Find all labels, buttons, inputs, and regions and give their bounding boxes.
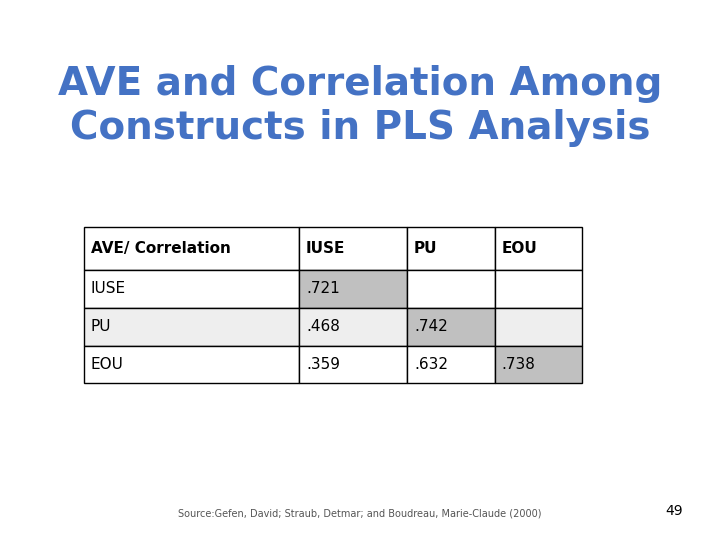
Text: .742: .742 xyxy=(414,319,448,334)
Text: .721: .721 xyxy=(306,281,340,296)
Text: .632: .632 xyxy=(414,357,448,372)
Text: EOU: EOU xyxy=(91,357,123,372)
Bar xyxy=(495,270,582,308)
Bar xyxy=(495,227,582,270)
Bar xyxy=(300,346,407,383)
Text: IUSE: IUSE xyxy=(91,281,126,296)
Bar xyxy=(300,270,407,308)
Text: Source:Gefen, David; Straub, Detmar; and Boudreau, Marie-Claude (2000): Source:Gefen, David; Straub, Detmar; and… xyxy=(179,508,541,518)
Bar xyxy=(495,308,582,346)
Text: AVE and Correlation Among
Constructs in PLS Analysis: AVE and Correlation Among Constructs in … xyxy=(58,65,662,147)
Bar xyxy=(84,227,300,270)
Text: .359: .359 xyxy=(306,357,340,372)
Bar xyxy=(84,346,300,383)
Bar xyxy=(495,346,582,383)
Bar xyxy=(84,308,300,346)
Text: .738: .738 xyxy=(501,357,536,372)
Bar xyxy=(300,227,407,270)
Bar xyxy=(300,308,407,346)
Text: IUSE: IUSE xyxy=(306,241,346,256)
Text: PU: PU xyxy=(414,241,437,256)
Bar xyxy=(407,227,495,270)
Bar xyxy=(407,346,495,383)
Text: EOU: EOU xyxy=(501,241,537,256)
Text: 49: 49 xyxy=(666,504,683,518)
Bar xyxy=(407,308,495,346)
Text: PU: PU xyxy=(91,319,111,334)
Text: AVE/ Correlation: AVE/ Correlation xyxy=(91,241,230,256)
Bar xyxy=(84,270,300,308)
Text: .468: .468 xyxy=(306,319,340,334)
Bar xyxy=(407,270,495,308)
